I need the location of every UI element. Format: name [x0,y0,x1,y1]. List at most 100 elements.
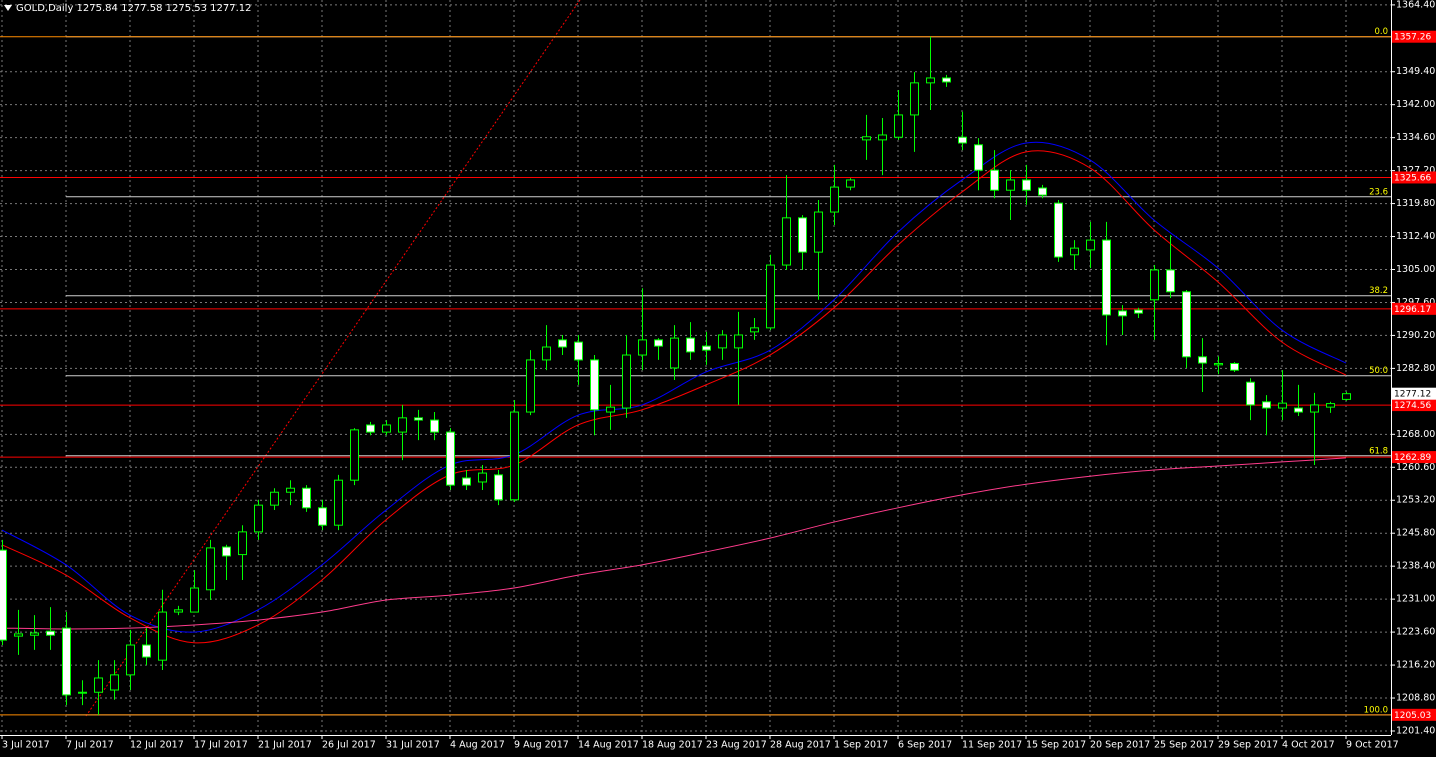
candle-body-up [190,587,199,613]
candle-body-down [990,169,999,191]
candle-body-up [606,406,615,413]
bid-box [1392,387,1436,400]
candle-body-up [110,674,119,691]
candle-body-down [302,487,311,509]
candle-body-down [222,546,231,557]
y-tick-label: 1208.80 [1396,693,1435,704]
candle-body-down [462,477,471,486]
x-tick-label: 14 Aug 2017 [578,740,639,751]
candle-body-down [1118,310,1127,317]
menu-icon[interactable] [4,5,12,11]
x-tick-label: 25 Sep 2017 [1154,740,1214,751]
candle-body-up [670,337,679,369]
x-tick-label: 9 Oct 2017 [1346,740,1399,751]
candle-body-up [734,334,743,349]
x-tick-label: 3 Jul 2017 [2,740,50,751]
price-line-box [1392,302,1436,315]
candle-body-up [718,334,727,349]
candle-body-up [1070,247,1079,256]
candle-body-up [910,82,919,116]
candle-body-up [126,644,135,676]
price-line-box [1392,708,1436,721]
candle-body-up [750,327,759,333]
candle-body-down [1054,202,1063,258]
candle-body-down [414,417,423,421]
y-tick-label: 1223.60 [1396,627,1435,638]
x-tick-label: 29 Sep 2017 [1218,740,1278,751]
price-line-label: 1296.17 [1394,305,1431,315]
candle-body-up [926,77,935,84]
candle-body-down [1038,187,1047,196]
y-tick-label: 1238.40 [1396,561,1435,572]
candle-body-up [1214,362,1223,366]
price-line-box [1392,451,1436,464]
x-tick-label: 28 Aug 2017 [770,740,831,751]
price-line-label: 1274.56 [1394,401,1431,411]
y-tick-label: 1349.40 [1396,66,1435,77]
chart-title: GOLD,Daily 1275.84 1277.58 1275.53 1277.… [16,3,252,14]
x-tick-label: 12 Jul 2017 [130,740,184,751]
y-tick-label: 1327.20 [1396,165,1435,176]
candle-body-up [238,531,247,556]
price-line-box [1392,399,1436,412]
fib-label: 38.2 [1369,286,1388,296]
y-tick-label: 1342.00 [1396,99,1435,110]
candle-body-down [494,474,503,501]
x-tick-label: 11 Sep 2017 [962,740,1022,751]
candle-body-down [1294,407,1303,413]
candle-body-up [30,632,39,636]
x-tick-label: 15 Sep 2017 [1026,740,1086,751]
x-tick-label: 6 Sep 2017 [898,740,952,751]
moving-average [1,457,1347,630]
grid [0,0,1391,735]
candle-body-down [654,339,663,347]
moving-average [1,141,1347,633]
fib-label: 50.0 [1369,366,1388,376]
candle-body-down [702,345,711,351]
candle-body-up [526,359,535,413]
y-tick-label: 1297.60 [1396,297,1435,308]
candle-body-up [398,417,407,433]
candle-body-down [574,341,583,361]
candles [0,36,1351,715]
price-line-label: 1262.89 [1394,453,1431,463]
candle-body-down [46,630,55,636]
candle-body-down [62,627,71,696]
candle-body-up [1006,179,1015,191]
y-tick-label: 1305.00 [1396,264,1435,275]
candle-body-up [894,114,903,138]
candle-body-down [942,77,951,83]
y-tick-label: 1216.20 [1396,660,1435,671]
candle-body-down [558,339,567,348]
candle-body-up [846,179,855,188]
x-tick-label: 4 Aug 2017 [450,740,505,751]
candle-body-up [382,424,391,433]
candle-body-down [590,359,599,411]
fib-label: 0.0 [1374,27,1388,37]
x-tick-label: 21 Jul 2017 [258,740,312,751]
y-tick-label: 1319.80 [1396,198,1435,209]
fibo-trend-line [85,0,581,717]
candle-body-down [0,549,7,641]
x-tick-label: 4 Oct 2017 [1282,740,1335,751]
x-tick-label: 26 Jul 2017 [322,740,376,751]
candle-body-up [1086,239,1095,251]
y-tick-label: 1364.40 [1396,0,1435,10]
candle-body-up [1342,393,1351,400]
y-tick-label: 1312.40 [1396,231,1435,242]
candle-body-up [862,136,871,141]
candle-body-up [1310,404,1319,413]
candle-body-up [1150,269,1159,301]
y-tick-label: 1231.00 [1396,594,1435,605]
candle-body-up [254,504,263,533]
price-line-label: 1205.03 [1394,711,1431,721]
fib-label: 100.0 [1364,705,1388,715]
candle-body-down [686,337,695,353]
y-tick-label: 1253.20 [1396,495,1435,506]
candle-body-up [510,411,519,501]
candle-body-down [1262,401,1271,409]
x-tick-label: 7 Jul 2017 [66,740,114,751]
candle-body-up [542,346,551,361]
y-tick-label: 1245.80 [1396,528,1435,539]
candle-body-up [14,633,23,637]
